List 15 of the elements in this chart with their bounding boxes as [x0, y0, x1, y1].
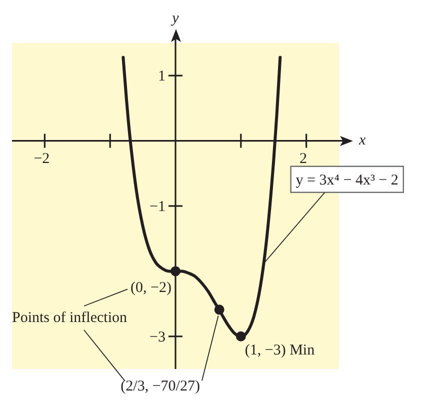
y-tick-label: −3 — [150, 329, 166, 346]
point — [170, 266, 180, 276]
annotation: (0, −2) — [130, 280, 172, 296]
point — [236, 331, 246, 342]
x-axis-title: x — [358, 132, 366, 149]
x-tick-label: 2 — [300, 151, 308, 168]
y-axis-title: y — [170, 10, 180, 26]
annotation: y = 3x⁴ − 4x³ − 2 — [296, 172, 398, 188]
y-tick-label: 1 — [158, 68, 166, 85]
y-tick-label: −1 — [150, 198, 166, 215]
annotation: (1, −3) Min — [244, 342, 316, 358]
annotation: (2/3, −70/27) — [120, 378, 200, 395]
point — [214, 304, 224, 315]
annotation: Points of inflection — [12, 310, 128, 326]
x-tick-label: −2 — [34, 151, 50, 168]
